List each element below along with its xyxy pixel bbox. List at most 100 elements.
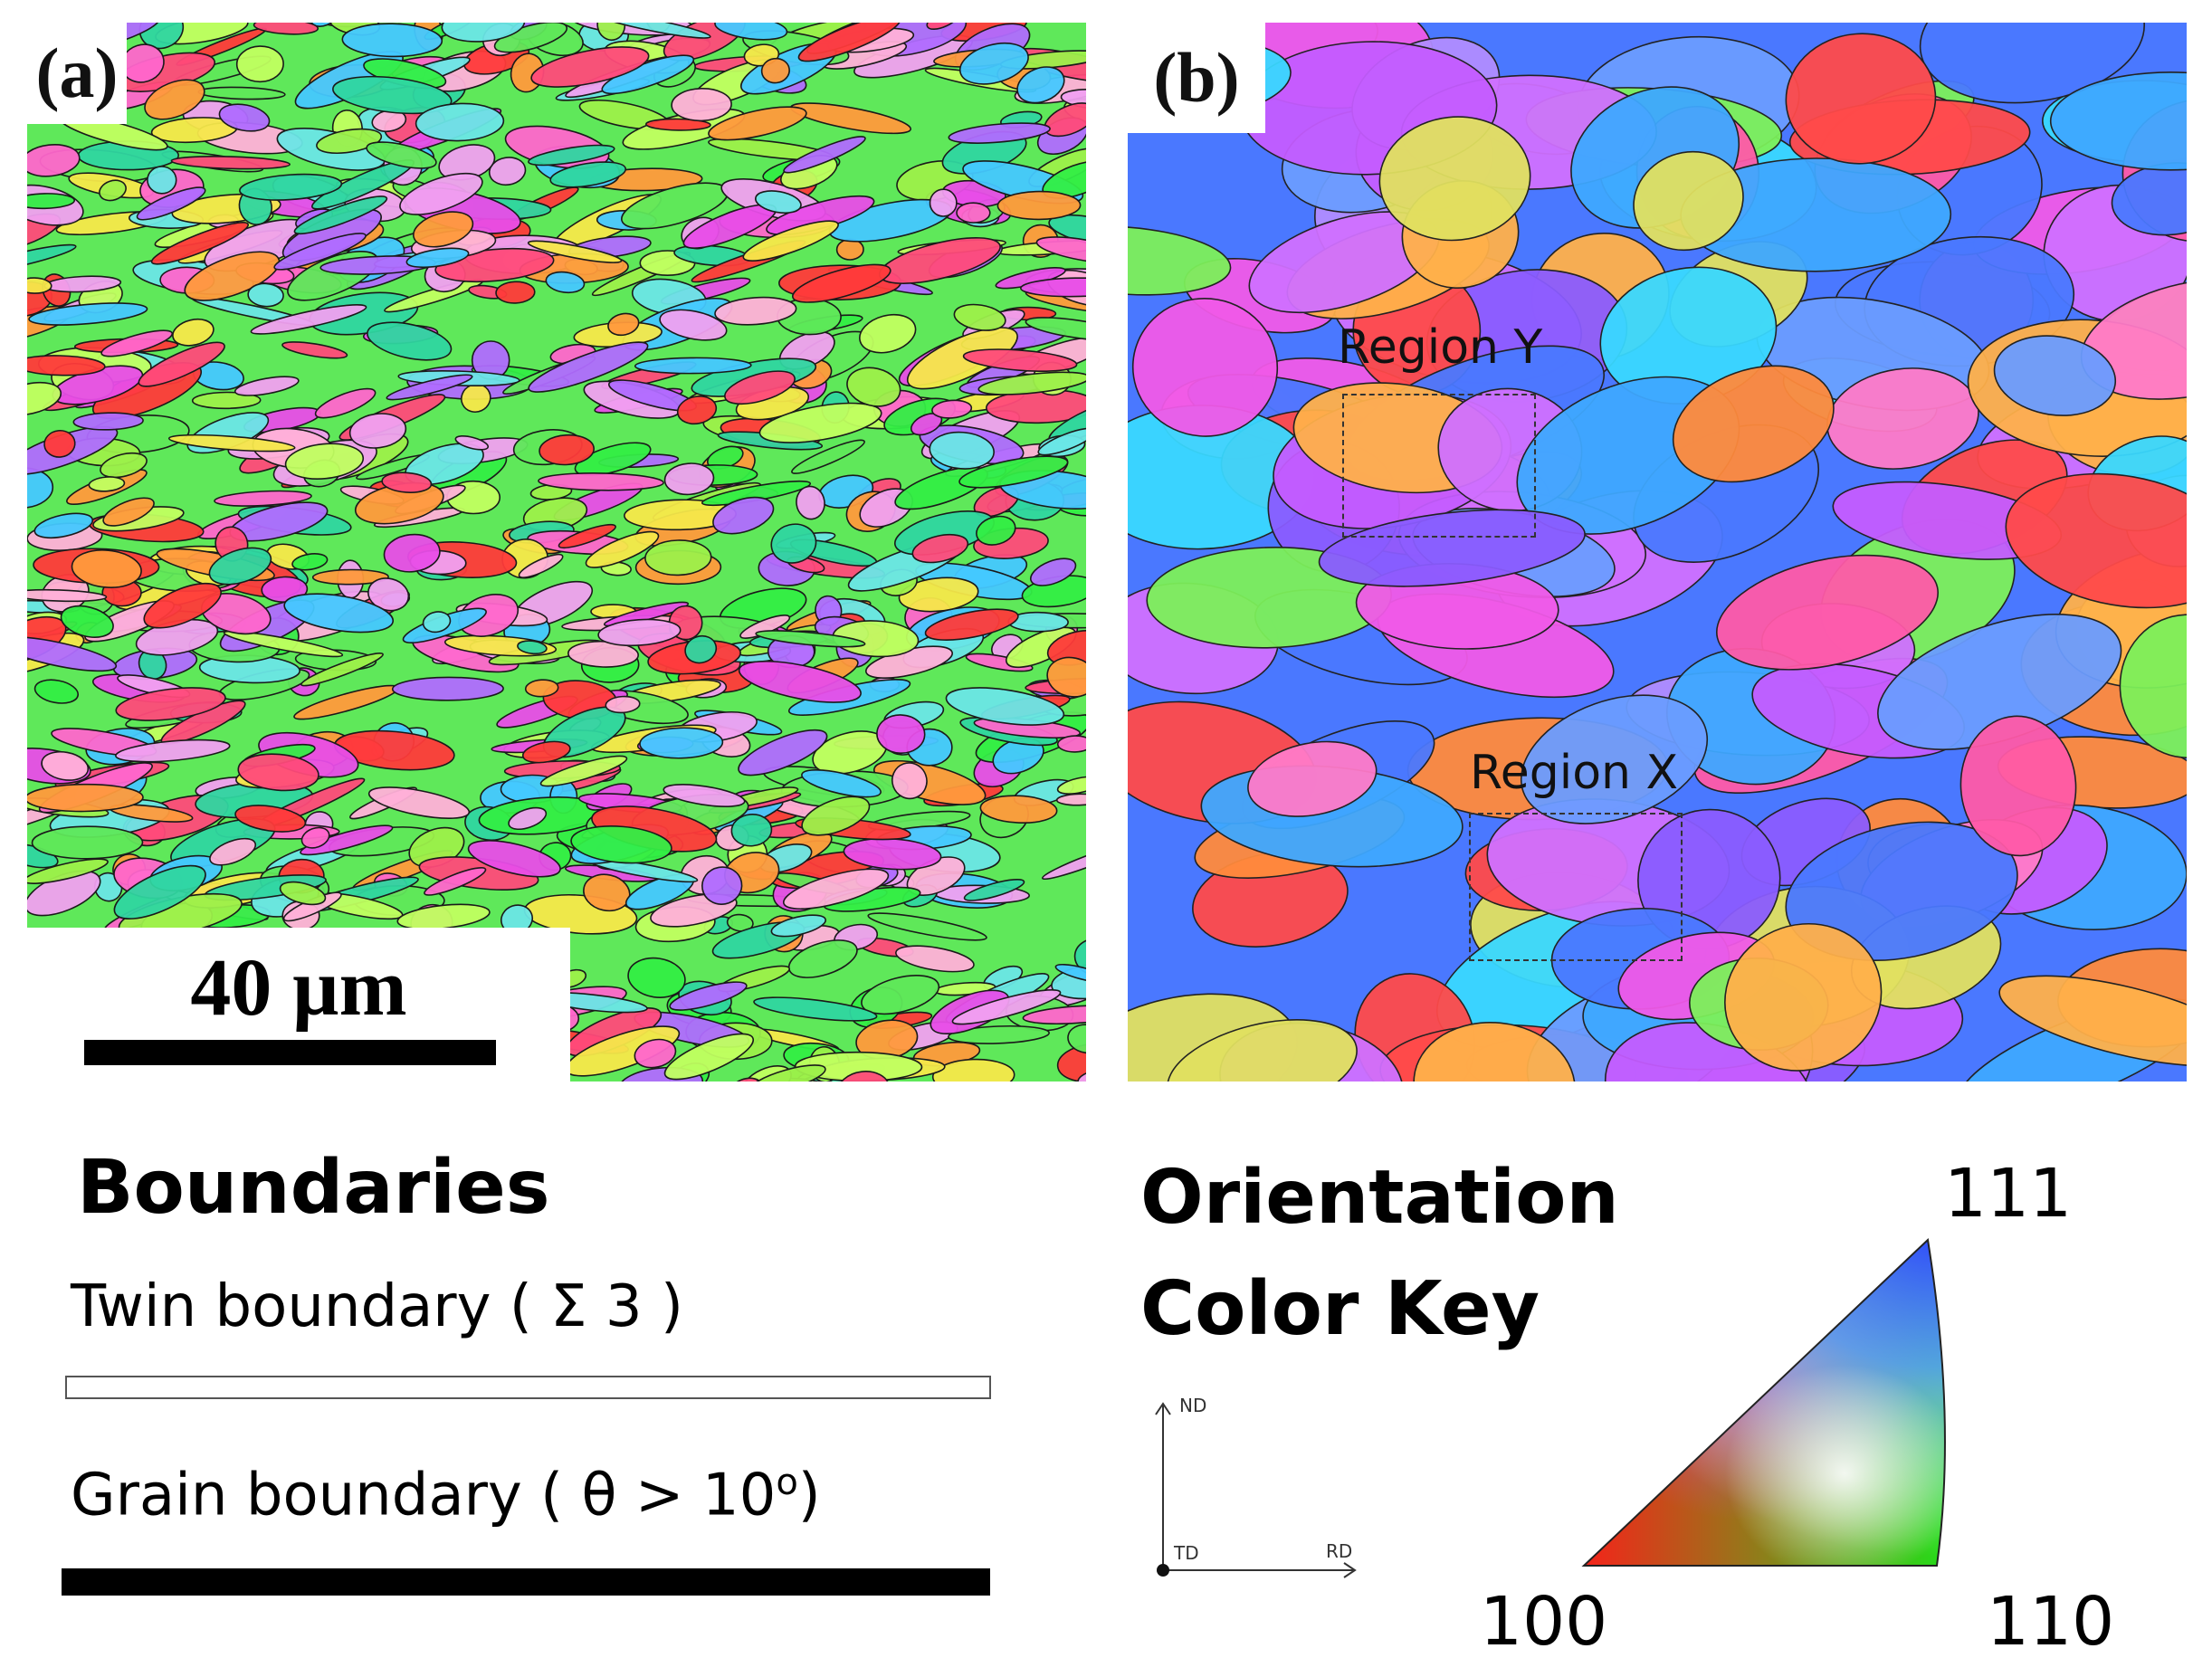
grain <box>184 251 281 301</box>
grain <box>669 981 748 1011</box>
degree-superscript: o <box>776 1462 798 1503</box>
grain <box>1041 841 1086 881</box>
grain <box>945 687 1065 726</box>
grain <box>1022 1005 1086 1025</box>
grain <box>867 912 987 941</box>
grain <box>597 618 682 647</box>
grain <box>979 795 1058 824</box>
grain <box>234 805 307 833</box>
scale-bar-box: 40 µm <box>27 928 570 1081</box>
grain <box>283 593 395 634</box>
grain <box>730 814 773 847</box>
grain <box>1035 236 1086 264</box>
grain <box>413 211 474 248</box>
grain <box>43 429 76 458</box>
grain <box>1993 335 2117 416</box>
grain <box>898 576 979 613</box>
grain <box>279 881 327 906</box>
grain <box>424 867 487 896</box>
color-key-title-line2: Color Key <box>1140 1266 1540 1352</box>
grain <box>366 141 437 169</box>
grain <box>27 144 81 177</box>
grain <box>953 303 1006 331</box>
grain <box>235 45 284 83</box>
grain <box>422 611 452 634</box>
grain <box>926 23 961 31</box>
grain <box>663 462 715 496</box>
grain <box>760 57 790 84</box>
grain <box>801 768 882 798</box>
grain <box>1167 1019 1358 1081</box>
grain <box>627 957 686 998</box>
grain <box>1919 23 2145 104</box>
grain <box>659 309 728 341</box>
grain <box>2119 614 2187 758</box>
ipf-color-triangle <box>1581 1237 1946 1567</box>
grain <box>1054 963 1086 984</box>
grain <box>172 318 215 347</box>
grain <box>1016 66 1065 104</box>
grain <box>755 190 802 214</box>
grain <box>191 391 262 410</box>
td-axis-dot <box>1157 1564 1169 1577</box>
grain-boundary-text: Grain boundary ( θ > 10 <box>71 1462 777 1529</box>
grain <box>671 87 732 122</box>
grain <box>929 431 995 470</box>
grain <box>27 636 118 672</box>
rd-axis-label: RD <box>1326 1540 1352 1562</box>
grain <box>28 302 148 326</box>
grain <box>796 485 825 520</box>
grain <box>1413 1021 1576 1081</box>
grain <box>644 539 712 576</box>
grain <box>237 753 319 792</box>
nd-arrowhead <box>1155 1402 1171 1415</box>
grain <box>415 102 505 142</box>
grain <box>742 220 839 262</box>
grain <box>748 1064 826 1081</box>
grain <box>663 784 746 807</box>
grain <box>250 304 367 335</box>
grain <box>311 568 389 586</box>
grain <box>996 190 1082 221</box>
grain <box>1724 922 1883 1072</box>
grain <box>144 79 205 120</box>
grain <box>1025 317 1086 341</box>
grain <box>931 399 973 419</box>
grain <box>27 355 106 376</box>
grain <box>558 523 616 549</box>
grain <box>33 679 80 704</box>
grain <box>645 118 711 131</box>
grain <box>293 195 388 235</box>
grain <box>170 156 291 170</box>
grain <box>518 553 564 578</box>
grain <box>41 750 90 781</box>
grain <box>1959 715 2077 857</box>
grain <box>102 497 155 527</box>
grain <box>1131 297 1279 437</box>
grain <box>60 605 114 638</box>
grain <box>234 376 300 396</box>
grain <box>341 23 443 58</box>
grain <box>2005 472 2187 609</box>
grain <box>1029 557 1077 586</box>
grain <box>367 321 453 361</box>
ipf-corner-100: 100 <box>1480 1583 1608 1661</box>
grain-texture <box>1128 23 2187 1081</box>
grain <box>712 496 775 535</box>
region-y-label: Region Y <box>1338 320 1543 375</box>
grain <box>138 341 225 387</box>
color-key-title: Orientation Color Key <box>1140 1142 1619 1365</box>
nd-axis-label: ND <box>1179 1395 1206 1416</box>
grain <box>291 553 329 571</box>
grain <box>607 312 640 337</box>
grain <box>861 975 940 1015</box>
ebsd-map-b <box>1128 23 2187 1081</box>
grain <box>791 263 891 303</box>
grain <box>281 341 348 359</box>
grain <box>753 996 878 1022</box>
grain <box>956 202 991 224</box>
grain <box>1077 1071 1086 1081</box>
grain <box>284 443 365 480</box>
grain <box>1247 740 1378 817</box>
ebsd-map-b-image <box>1128 23 2187 1081</box>
